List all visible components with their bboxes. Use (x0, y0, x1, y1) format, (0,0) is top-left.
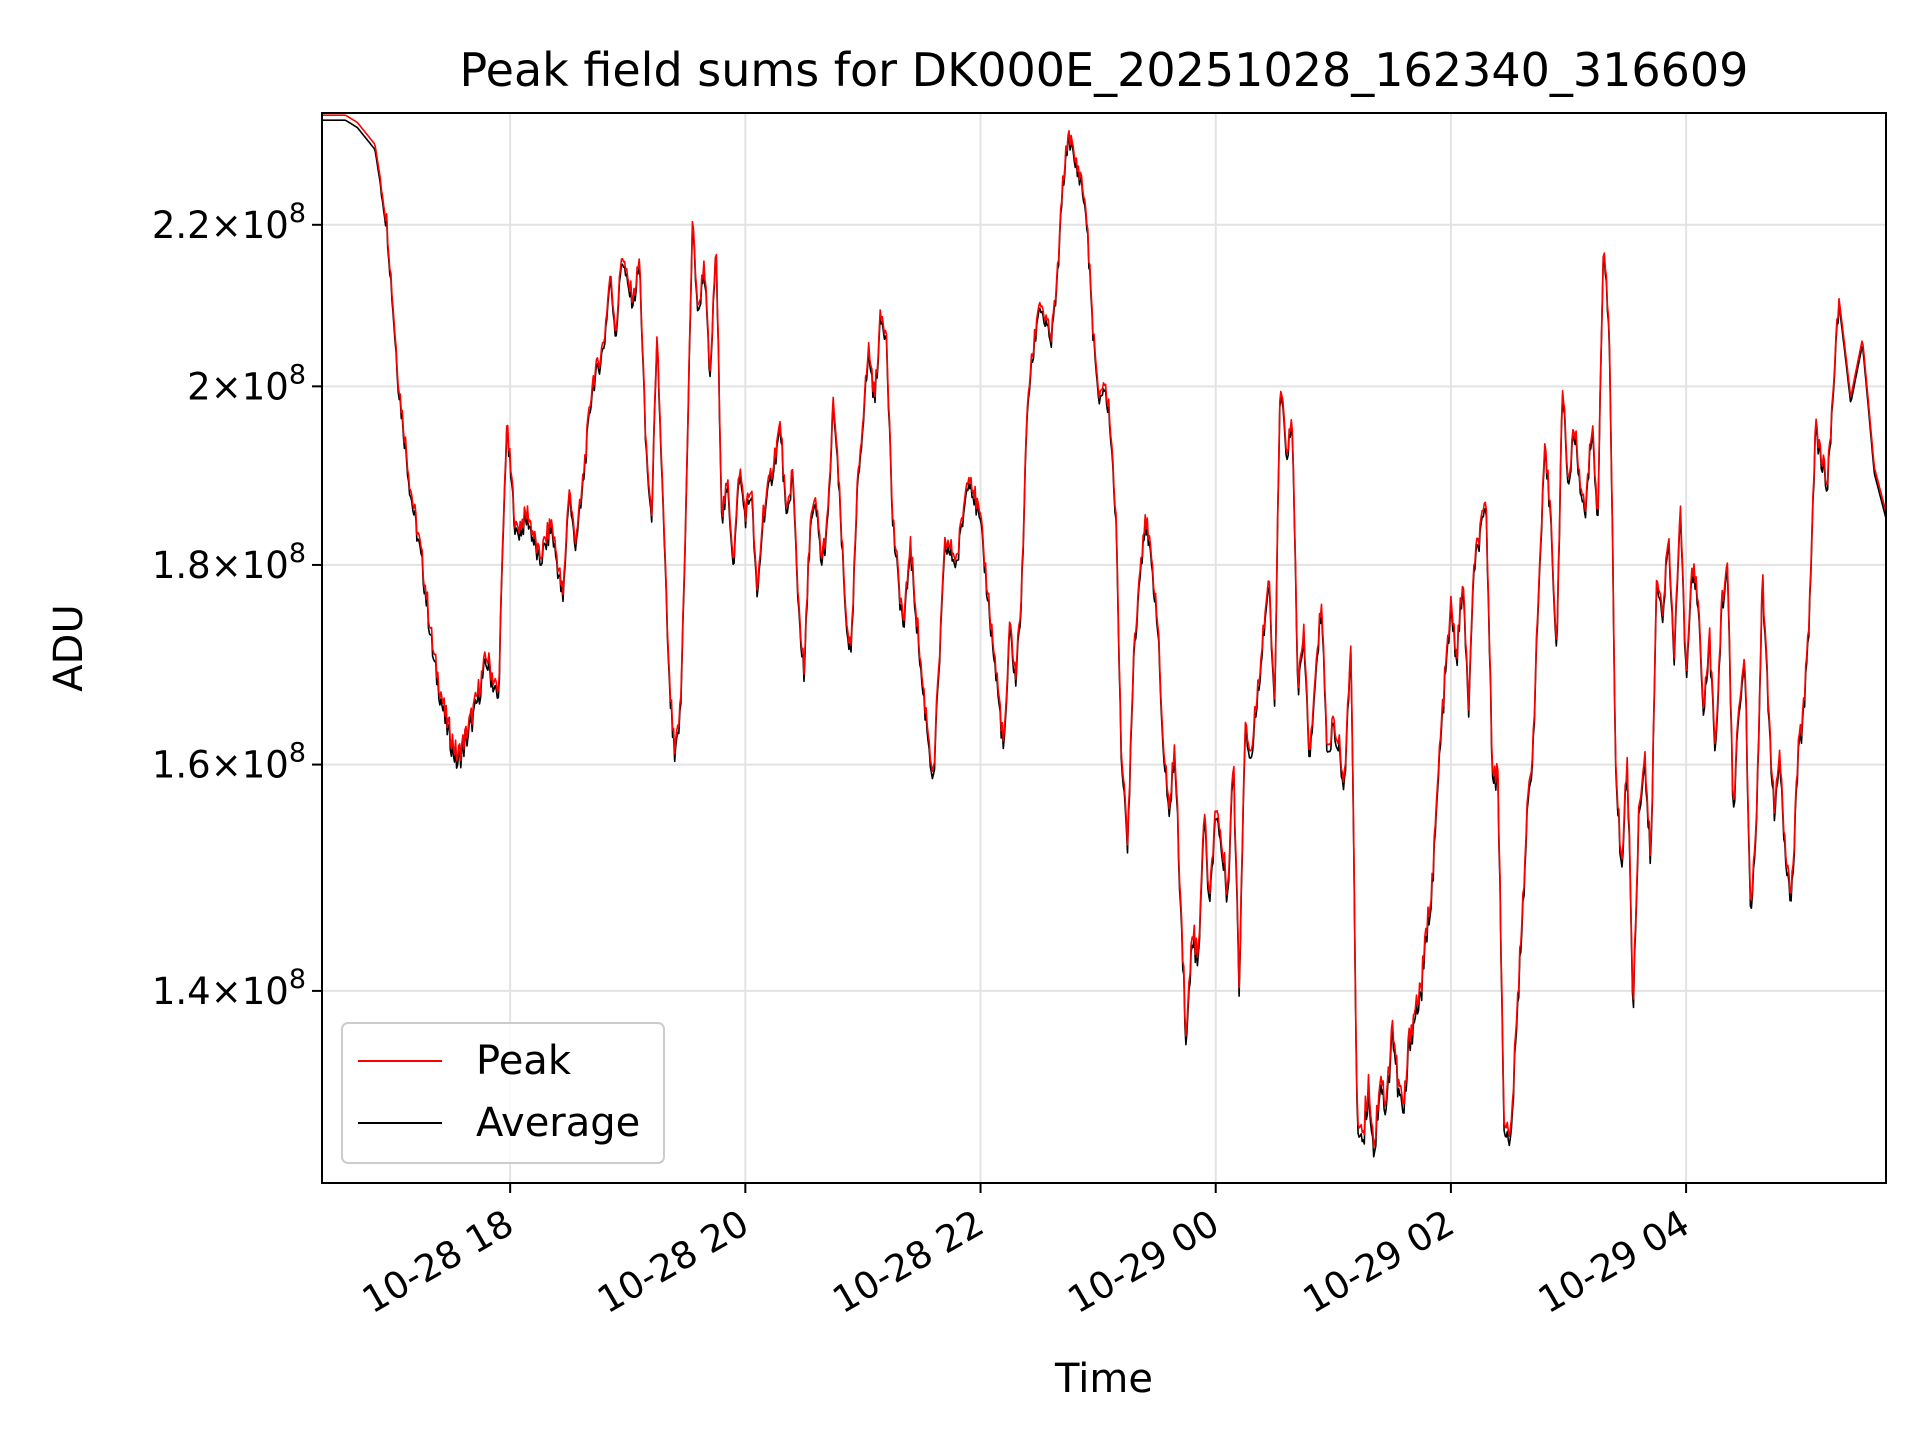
y-tick-label: 2.2×108 (152, 198, 306, 247)
y-axis-label: ADU (46, 604, 92, 691)
y-tick-exponent: 8 (289, 359, 306, 390)
y-tick-mantissa: 1.4 (152, 970, 211, 1013)
y-tick-mantissa: 2 (187, 365, 211, 408)
y-tick-exponent: 8 (289, 738, 306, 769)
legend: Peak Average (341, 1022, 665, 1164)
y-tick-base: 10 (242, 365, 289, 408)
y-tick-base: 10 (242, 970, 289, 1013)
y-ticks: 1.4×108 1.6×108 1.8×108 2×108 2.2×108 (152, 198, 322, 1013)
grid (322, 113, 1886, 1183)
chart-title: Peak field sums for DK000E_20251028_1623… (460, 43, 1749, 97)
y-tick-mantissa: 1.8 (152, 544, 211, 587)
legend-average-label: Average (476, 1100, 640, 1146)
y-tick-exponent: 8 (289, 198, 306, 229)
y-tick-label: 1.6×108 (152, 738, 306, 787)
y-tick-label: 2×108 (187, 359, 306, 408)
y-tick-exponent: 8 (289, 538, 306, 569)
series-group (322, 114, 1887, 1158)
y-tick-mantissa: 1.6 (152, 744, 211, 787)
y-tick-exponent: 8 (289, 964, 306, 995)
y-tick-base: 10 (242, 544, 289, 587)
plot-frame (321, 112, 1887, 1184)
y-tick-label: 1.4×108 (152, 964, 306, 1013)
y-tick-mantissa: 2.2 (152, 204, 211, 247)
legend-box (341, 1022, 665, 1164)
y-tick-base: 10 (242, 744, 289, 787)
series-line-peak (322, 114, 1887, 1149)
y-tick-label: 1.8×108 (152, 538, 306, 587)
y-tick-base: 10 (242, 204, 289, 247)
x-axis-label: Time (1054, 1356, 1153, 1402)
legend-peak-label: Peak (476, 1038, 572, 1084)
